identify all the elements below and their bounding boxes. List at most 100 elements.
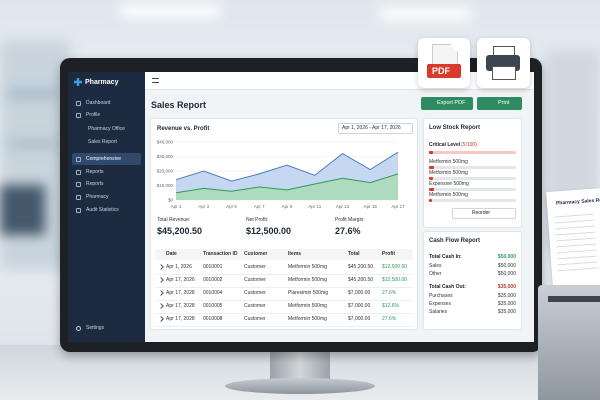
table-cell: Plaresimin 500mg: [288, 290, 329, 296]
summary-label: Profit Margin:: [335, 217, 365, 223]
button-label: Print: [498, 100, 510, 106]
cash-total-label: Total Cash In:: [429, 254, 462, 260]
card-title: Low Stock Report: [429, 125, 481, 131]
table-cell: 0010008: [203, 316, 223, 322]
nav-item[interactable]: Reports: [86, 181, 104, 187]
x-tick-label: Apr 3: [198, 204, 209, 209]
line: [175, 151, 399, 182]
ceiling-light: [120, 5, 220, 17]
pdf-badge: [427, 64, 461, 78]
critical-bar: [429, 151, 434, 154]
page-title: Sales Report: [151, 100, 207, 110]
cash-item: Other: [429, 271, 442, 277]
cash-item: Salaries: [429, 309, 448, 315]
table-cell: 0010004: [203, 290, 223, 296]
table-cell: Apr 17, 2028: [166, 316, 195, 322]
column-header: Transaction ID: [203, 251, 238, 257]
top-bar: [145, 72, 534, 90]
column-header: Items: [288, 251, 302, 257]
chart-title: Revenue vs. Profit: [157, 126, 210, 132]
date-picker[interactable]: [338, 123, 413, 134]
nav-icon: [76, 170, 81, 175]
ceiling-light: [380, 8, 470, 20]
stock-bar-bg: [429, 199, 516, 202]
nav-item[interactable]: Pharmacy: [86, 194, 109, 200]
nav-item[interactable]: Profile: [86, 112, 101, 118]
row-divider: [155, 326, 413, 327]
table-cell: Customer: [244, 316, 266, 322]
nav-item[interactable]: Reports: [86, 169, 104, 175]
x-tick-label: Apr 17: [391, 204, 405, 209]
table-cell: Apr 1, 2026: [166, 264, 192, 270]
shelf-row: [8, 90, 58, 98]
monitor-neck: [270, 350, 330, 382]
low-stock-card: [423, 118, 522, 228]
table-cell: Apr 17, 2028: [166, 290, 195, 296]
printer-output: [492, 66, 516, 80]
nav-item[interactable]: Dashboard: [86, 100, 111, 106]
summary-value: $12,500.00: [246, 226, 292, 236]
y-tick-label: $20,000: [157, 169, 174, 174]
stock-bar: [429, 188, 435, 191]
critical-bar-bg: [429, 151, 516, 154]
x-tick-label: Apr 9: [282, 204, 293, 209]
nav-icon: [76, 195, 81, 200]
nav-icon: [76, 101, 81, 106]
nav-item[interactable]: Pharmacy Office: [88, 126, 125, 132]
cash-total-label: Total Cash Out:: [429, 284, 466, 290]
row-divider: [155, 300, 413, 301]
x-tick-label: Apr 1: [171, 204, 182, 209]
nav-icon: [76, 113, 81, 118]
table-cell: Metformin 500mg: [288, 316, 327, 322]
stock-bar-bg: [429, 188, 516, 191]
stock-bar: [429, 177, 434, 180]
reorder-button[interactable]: [452, 208, 516, 219]
card-title: Cash Flow Report: [429, 238, 481, 244]
nav-item[interactable]: Sales Report: [88, 139, 117, 145]
monitor-base: [225, 378, 375, 394]
chart-card: [150, 118, 418, 330]
stock-bar: [429, 166, 435, 169]
export-button[interactable]: [421, 97, 473, 110]
brand: Pharmacy: [85, 79, 119, 86]
print-button[interactable]: [477, 97, 522, 110]
settings-icon: [76, 326, 81, 331]
nav-icon: [76, 208, 81, 213]
table-cell: $12,500.00: [382, 277, 408, 283]
area-fill: [176, 173, 398, 200]
table-cell: Metformin 500mg: [288, 277, 327, 283]
button-label: Export PDF: [437, 100, 466, 106]
x-tick-label: Apr 13: [336, 204, 350, 209]
table-cell: 0010001: [203, 264, 223, 270]
column-header: Total: [348, 251, 360, 257]
table-cell: Customer: [244, 303, 266, 309]
background-screen: [0, 185, 45, 235]
column-header: Customer: [244, 251, 268, 257]
nav-item[interactable]: Settings: [86, 325, 105, 331]
nav-item[interactable]: Comprehensive: [86, 156, 122, 162]
cash-item: Purchases: [429, 293, 453, 299]
summary-value: $45,200.50: [157, 226, 203, 236]
table-cell: Apr 17, 2028: [166, 303, 195, 309]
cash-amount: $50,000: [497, 271, 516, 277]
brand-icon: [74, 78, 82, 86]
column-header: Profit: [382, 251, 396, 257]
pdf-label: PDF: [432, 66, 450, 76]
cash-amount: $35,000: [497, 293, 516, 299]
cash-amount: $50,000: [497, 263, 516, 269]
menu-icon[interactable]: [152, 78, 159, 83]
cash-item: Expenses: [429, 301, 451, 307]
table-cell: $12.6%: [382, 303, 399, 309]
screen: Pharmacy Settings Sales Report Export PD…: [68, 72, 534, 342]
table-cell: Metformin 500mg: [288, 264, 327, 270]
table-cell: 0010002: [203, 277, 223, 283]
paper-lines: [553, 213, 599, 277]
row-divider: [155, 313, 413, 314]
nav-item[interactable]: Audit Statistics: [86, 207, 119, 213]
cash-total: $50,000: [497, 254, 516, 260]
summary-value: 27.6%: [335, 226, 361, 236]
table-cell: 27.6%: [382, 290, 397, 296]
table-cell: $7,000.00: [348, 303, 371, 309]
table-cell: $7,000.00: [348, 290, 371, 296]
summary-label: Total Revenue:: [157, 217, 191, 223]
